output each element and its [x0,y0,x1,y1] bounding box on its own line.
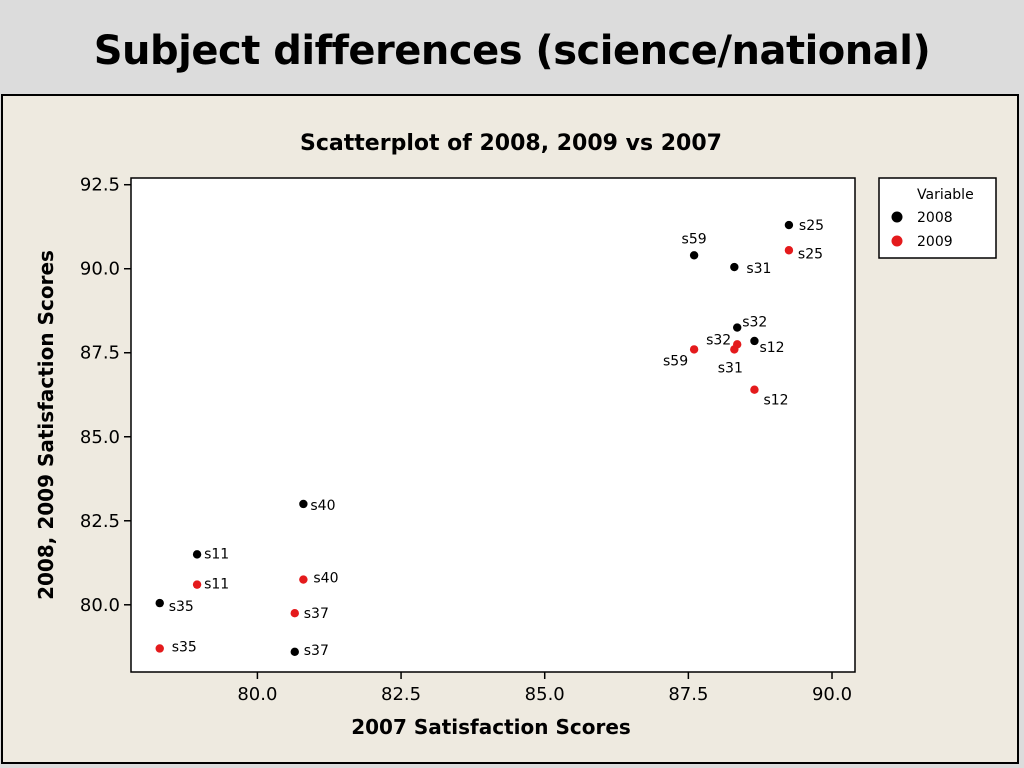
y-tick-label: 87.5 [80,343,120,364]
point-label: s32 [706,332,731,348]
point-label: s37 [304,606,329,622]
point-label: s59 [682,231,707,247]
data-point-2009-s59 [689,345,699,354]
point-label: s35 [172,639,197,655]
legend: Variable 2008 2009 [878,177,997,259]
point-label: s12 [759,340,784,356]
data-point-2008-s40 [299,499,308,509]
data-point-2009-s31 [730,345,739,354]
point-label: s59 [663,353,688,369]
legend-label-2009: 2009 [917,234,953,250]
data-point-2009-s37 [290,608,299,618]
data-point-2008-s11 [192,550,202,559]
x-tick-label: 80.0 [237,684,277,705]
data-point-2008-s59 [689,251,699,260]
x-tick-label: 82.5 [381,684,421,705]
chart-title: Scatterplot of 2008, 2009 vs 2007 [300,131,722,156]
data-point-2009-s25 [784,246,794,255]
point-label: s40 [313,571,338,587]
point-label: s25 [799,218,824,234]
data-point-2009-s35 [155,644,164,653]
point-label: s40 [310,498,335,514]
point-label: s25 [798,246,823,262]
y-tick-label: 92.5 [80,175,120,196]
legend-marker-2008 [891,211,903,223]
chart-panel: Scatterplot of 2008, 2009 vs 2007 80.0 82… [1,94,1019,764]
y-axis-title: 2008, 2009 Satisfaction Scores [34,250,58,600]
data-point-2008-s12 [750,336,759,346]
point-label: s11 [204,546,229,562]
point-label: s31 [718,360,743,376]
data-point-2008-s35 [155,598,164,608]
x-axis-title: 2007 Satisfaction Scores [351,715,631,739]
y-tick-label: 82.5 [80,511,120,532]
data-point-2009-s12 [750,385,759,394]
x-tick-label: 90.0 [812,684,852,705]
x-tick-label: 85.0 [525,684,565,705]
legend-marker-2009 [891,235,903,247]
legend-label-2008: 2008 [917,210,953,226]
point-label: s37 [304,643,329,659]
x-tick-label: 87.5 [668,684,708,705]
point-label: s12 [763,393,788,409]
point-label: s35 [169,599,194,615]
plot-area [130,177,856,673]
point-label: s11 [204,577,229,593]
y-tick-label: 90.0 [80,259,120,280]
y-tick-label: 80.0 [80,595,120,616]
data-point-2009-s11 [192,580,202,589]
x-axis: 80.0 82.5 85.0 87.5 90.0 [237,672,852,705]
data-point-2008-s31 [730,262,739,272]
scatterplot-chart: Scatterplot of 2008, 2009 vs 2007 80.0 82… [34,131,997,739]
data-point-2009-s40 [299,575,308,584]
data-point-2008-s32 [733,323,742,332]
data-point-2008-s37 [290,647,299,657]
point-label: s32 [742,315,767,331]
data-point-2008-s25 [784,220,794,230]
y-axis: 80.0 82.5 85.0 87.5 90.0 92.5 [80,175,131,616]
legend-title: Variable [917,187,974,203]
point-label: s31 [746,261,771,277]
data-points: s25 s59 s31 s32 s12 s40 s11 s35 s37 s25 s32 s59 s31 s… [155,218,824,659]
slide-title: Subject differences (science/national) [93,28,931,74]
y-tick-label: 85.0 [80,427,120,448]
